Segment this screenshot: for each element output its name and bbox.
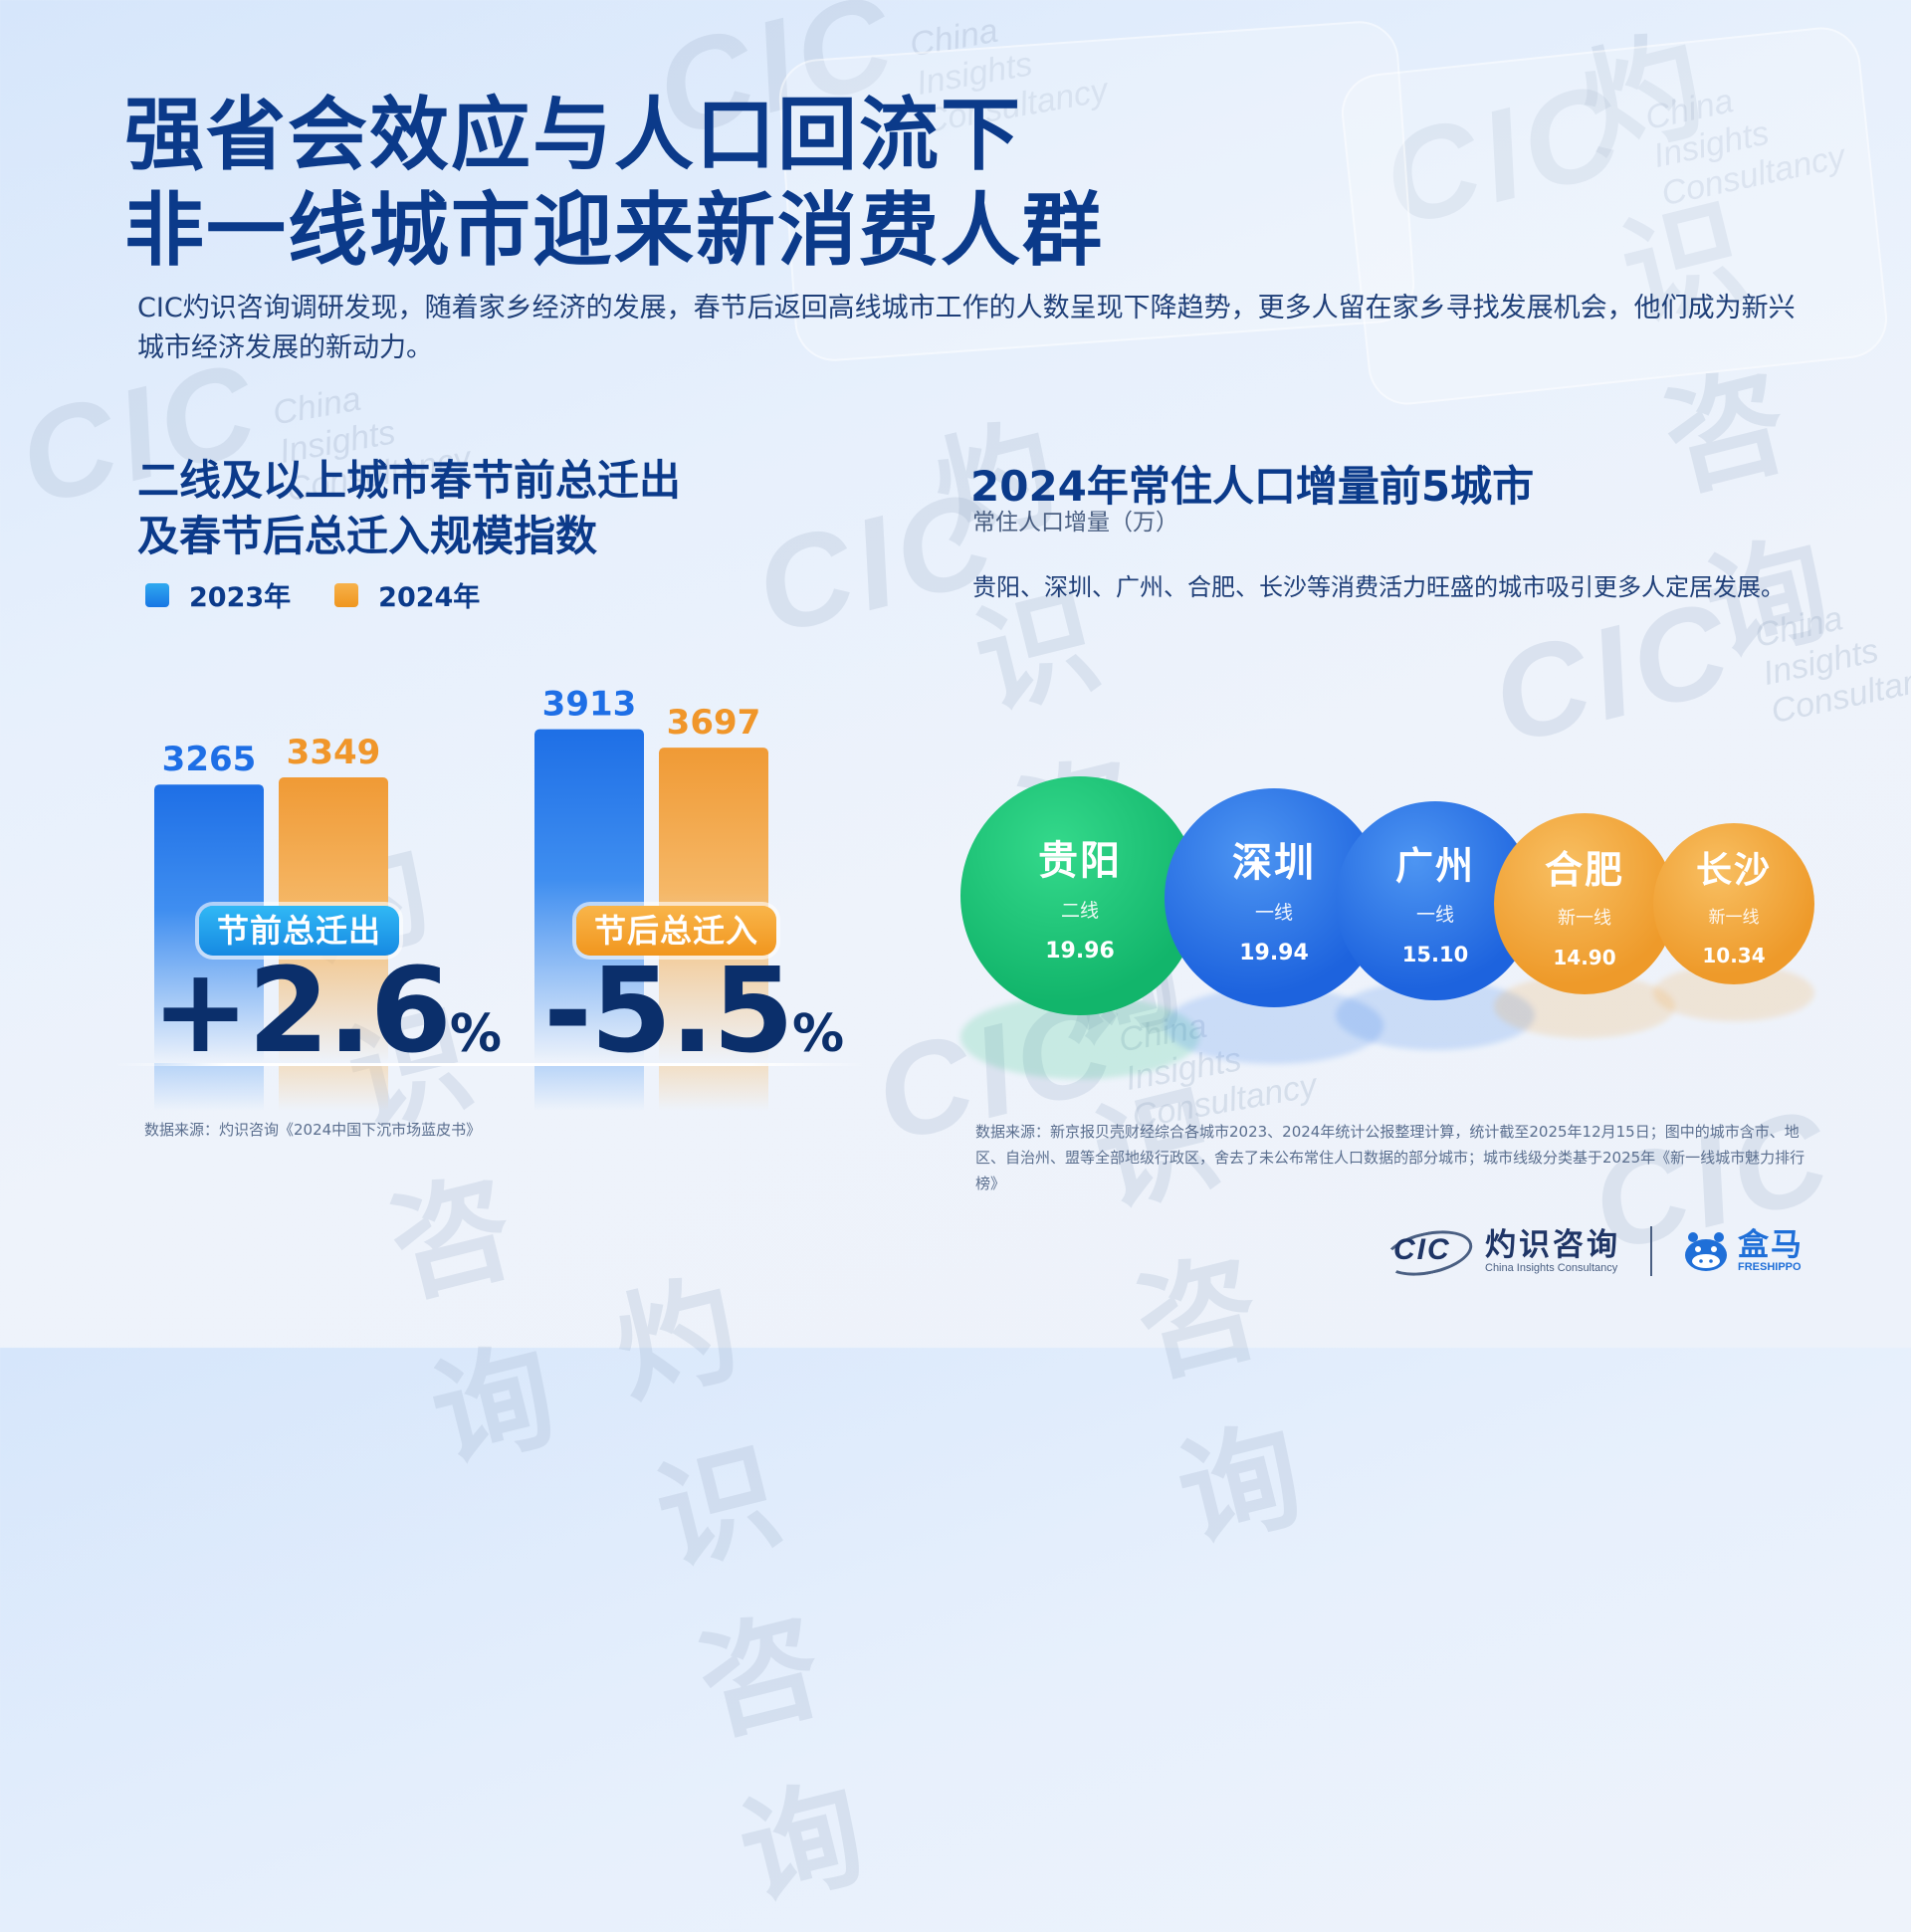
freshippo-en: FRESHIPPO (1738, 1261, 1802, 1273)
bubble-0: 贵阳二线 19.96 (960, 776, 1199, 1015)
bars-layer (154, 729, 768, 1111)
chart-legend: 2023年 2024年 (145, 575, 524, 614)
freshippo-names: 盒马 FRESHIPPO (1738, 1229, 1804, 1273)
watermark-cn: 灼识咨询 (601, 1256, 885, 1927)
bubble-city-tier: 一线 (1254, 902, 1293, 924)
bar-reflection (154, 1063, 264, 1111)
watermark-en: China Insights Consultancy (1641, 82, 1849, 214)
right-source-note: 数据来源：新京报贝壳财经综合各城市2023、2024年统计公报整理计算，统计截至… (975, 1123, 1805, 1192)
title-line-1: 强省会效应与人口回流下 (124, 89, 1022, 181)
bubble-4: 长沙新一线 10.34 (1653, 823, 1814, 984)
watermark-cic: CIC (1369, 54, 1638, 255)
bar-value-label: 3697 (667, 703, 761, 743)
bar-reflection (534, 1063, 644, 1111)
chart-baseline (114, 1063, 866, 1066)
cic-logo: CIC 灼识咨询 China Insights Consultancy (1380, 1223, 1620, 1283)
legend-swatch-2023 (145, 582, 169, 607)
bubble-value: 10.34 (1702, 943, 1766, 967)
bubble-city-tier: 一线 (1415, 904, 1454, 926)
bubble-city-name: 长沙 (1695, 849, 1772, 891)
bubble-value: 15.10 (1401, 943, 1469, 966)
freshippo-logo: 盒马 FRESHIPPO (1682, 1229, 1804, 1273)
bubble-city-name: 广州 (1394, 844, 1475, 888)
bar-reflection (659, 1063, 768, 1111)
bubble-3: 合肥新一线 14.90 (1494, 813, 1675, 994)
bar-value-label: 3265 (162, 740, 257, 779)
bar-2023-post (534, 729, 644, 1063)
cic-logo-text: CIC (1393, 1233, 1451, 1266)
right-section-title: 2024年常住人口增量前5城市 (970, 462, 1535, 511)
bar-chart: 3265 3349 3913 3697 (154, 685, 768, 1111)
change-value-post: -5.5 (543, 942, 794, 1079)
legend-label-2023: 2023年 (189, 582, 292, 613)
bar-value-label: 3913 (542, 685, 637, 725)
logo-divider (1650, 1226, 1652, 1276)
change-unit-post: % (792, 1004, 845, 1064)
bubble-city-tier: 新一线 (1558, 907, 1611, 929)
bar-labels-layer: 3265 3349 3913 3697 (162, 685, 761, 780)
legend-item-2024: 2024年 (334, 575, 480, 614)
legend-item-2023: 2023年 (145, 575, 291, 614)
bubble-city-name: 贵阳 (1038, 838, 1122, 884)
left-title-line-1: 二线及以上城市春节前总迁出 (137, 456, 682, 505)
footer-logos: CIC 灼识咨询 China Insights Consultancy 盒马 F… (1380, 1223, 1804, 1283)
cic-logo-names: 灼识咨询 China Insights Consultancy (1485, 1228, 1620, 1274)
right-unit-label: 常住人口增量（万） (972, 510, 1178, 536)
change-post-festival: -5.5% (543, 951, 844, 1094)
left-section-title: 二线及以上城市春节前总迁出 及春节后总迁入规模指数 (137, 453, 681, 564)
legend-swatch-2024 (334, 582, 359, 607)
right-description: 贵阳、深圳、广州、合肥、长沙等消费活力旺盛的城市吸引更多人定居发展。 (972, 573, 1785, 601)
bubble-city-tier: 二线 (1060, 900, 1099, 922)
change-value-pre: +2.6 (151, 942, 452, 1079)
left-source-note: 数据来源：灼识咨询《2024中国下沉市场蓝皮书》 (144, 1121, 482, 1139)
change-unit-pre: % (449, 1004, 503, 1064)
page-title: 强省会效应与人口回流下 非一线城市迎来新消费人群 (124, 88, 1104, 279)
hippo-icon (1685, 1232, 1727, 1271)
title-line-2: 非一线城市迎来新消费人群 (124, 184, 1104, 277)
intro-text: CIC灼识咨询调研发现，随着家乡经济的发展，春节后返回高线城市工作的人数呈现下降… (137, 293, 1796, 363)
cic-logo-cn: 灼识咨询 (1485, 1227, 1620, 1263)
group-label-pre-festival: 节前总迁出 (199, 906, 400, 956)
group-label-post-festival: 节后总迁入 (576, 906, 777, 956)
bar-value-label: 3349 (287, 733, 381, 772)
bubble-city-name: 合肥 (1544, 847, 1624, 892)
change-pre-festival: +2.6% (151, 951, 502, 1094)
bar-reflection (279, 1063, 388, 1111)
bubble-city-name: 深圳 (1232, 840, 1316, 886)
legend-label-2024: 2024年 (378, 582, 481, 613)
cic-logo-mark: CIC (1380, 1223, 1477, 1283)
cic-logo-en: China Insights Consultancy (1485, 1262, 1618, 1274)
bubble-value: 19.96 (1045, 939, 1115, 964)
bubble-value: 19.94 (1239, 941, 1309, 966)
left-title-line-2: 及春节后总迁入规模指数 (137, 512, 598, 560)
bubble-city-tier: 新一线 (1708, 907, 1760, 928)
freshippo-cn: 盒马 (1738, 1227, 1804, 1263)
bubble-value: 14.90 (1553, 945, 1616, 969)
bar-2024-post (659, 748, 768, 1063)
